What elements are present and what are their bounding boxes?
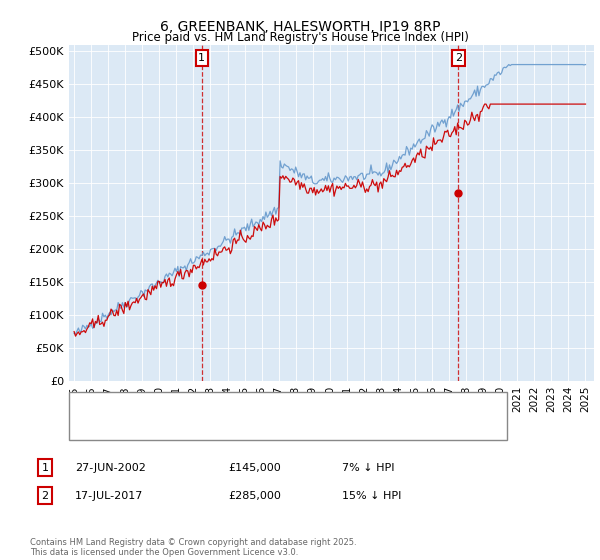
Text: 15% ↓ HPI: 15% ↓ HPI [342,491,401,501]
Text: 2: 2 [41,491,49,501]
Text: 7% ↓ HPI: 7% ↓ HPI [342,463,395,473]
Text: 6, GREENBANK, HALESWORTH, IP19 8RP (detached house): 6, GREENBANK, HALESWORTH, IP19 8RP (deta… [102,400,407,410]
Text: 17-JUL-2017: 17-JUL-2017 [75,491,143,501]
Text: 2: 2 [455,53,462,63]
Text: £145,000: £145,000 [228,463,281,473]
Text: Price paid vs. HM Land Registry's House Price Index (HPI): Price paid vs. HM Land Registry's House … [131,31,469,44]
Text: 6, GREENBANK, HALESWORTH, IP19 8RP: 6, GREENBANK, HALESWORTH, IP19 8RP [160,20,440,34]
Text: —: — [78,396,95,414]
Text: 27-JUN-2002: 27-JUN-2002 [75,463,146,473]
Text: Contains HM Land Registry data © Crown copyright and database right 2025.
This d: Contains HM Land Registry data © Crown c… [30,538,356,557]
Text: 1: 1 [198,53,205,63]
Text: HPI: Average price, detached house, East Suffolk: HPI: Average price, detached house, East… [102,424,357,434]
Text: 1: 1 [41,463,49,473]
Text: £285,000: £285,000 [228,491,281,501]
Text: —: — [78,420,95,438]
